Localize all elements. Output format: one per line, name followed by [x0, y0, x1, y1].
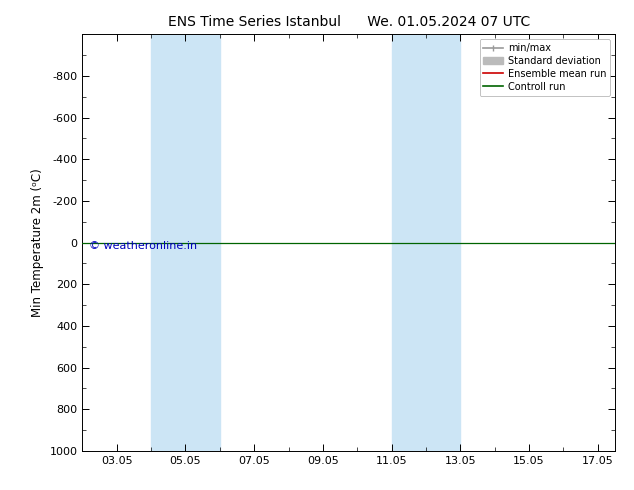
- Bar: [392, 34, 426, 451]
- Legend: min/max, Standard deviation, Ensemble mean run, Controll run: min/max, Standard deviation, Ensemble me…: [479, 39, 610, 96]
- Title: ENS Time Series Istanbul      We. 01.05.2024 07 UTC: ENS Time Series Istanbul We. 01.05.2024 …: [167, 15, 530, 29]
- Text: © weatheronline.in: © weatheronline.in: [89, 241, 197, 251]
- Bar: [426, 34, 460, 451]
- Bar: [186, 34, 220, 451]
- Y-axis label: Min Temperature 2m (ᵒC): Min Temperature 2m (ᵒC): [31, 168, 44, 317]
- Bar: [151, 34, 186, 451]
